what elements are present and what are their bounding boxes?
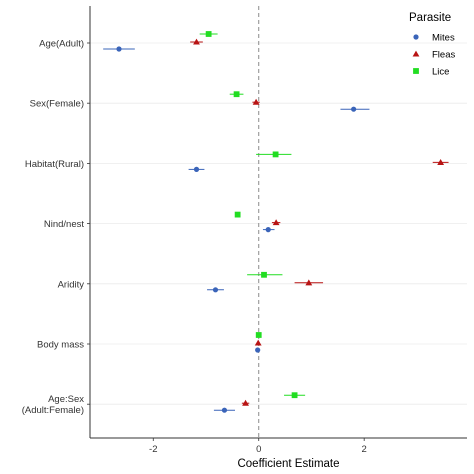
- data-point: [233, 91, 240, 98]
- category-label: Aridity: [58, 279, 85, 290]
- data-point: [437, 159, 445, 165]
- legend-key: [412, 50, 420, 57]
- data-point: [255, 332, 262, 338]
- category-label: Sex(Female): [30, 99, 84, 110]
- legend-label: Lice: [432, 67, 449, 78]
- data-point: [291, 392, 298, 399]
- data-point: [265, 227, 271, 233]
- category-label: Body mass: [37, 340, 84, 351]
- gridlines: [90, 42, 467, 405]
- data-point: [193, 166, 200, 172]
- data-point: [254, 339, 262, 346]
- data-point: [116, 46, 122, 52]
- data-point: [252, 98, 260, 105]
- category-label: Age:Sex (Adult:Female): [22, 394, 85, 416]
- legend-label: Mites: [432, 33, 455, 44]
- data-point: [212, 287, 219, 293]
- category-label: Habitat(Rural): [25, 159, 84, 170]
- category-label: Nind/nest: [44, 219, 84, 230]
- data-point: [205, 31, 212, 37]
- data-marks: [103, 31, 449, 413]
- legend-key: [413, 68, 419, 74]
- data-point: [234, 211, 241, 218]
- data-point: [255, 347, 261, 353]
- data-point: [272, 219, 280, 226]
- x-tick-label: 0: [256, 444, 261, 455]
- data-point: [305, 279, 313, 286]
- x-tick-labels: -2 0 2: [149, 444, 367, 455]
- x-tick-label: 2: [362, 444, 367, 455]
- legend-key: [413, 34, 419, 40]
- data-point: [221, 407, 228, 413]
- legend-label: Fleas: [432, 50, 455, 61]
- data-point: [261, 271, 267, 278]
- data-point: [242, 399, 249, 406]
- y-tick-labels: Age(Adult) Sex(Female) Habitat(Rural) Nind/…: [22, 39, 85, 417]
- category-label: Age(Adult): [39, 39, 84, 50]
- x-tick-label: -2: [149, 444, 157, 455]
- axes: [87, 6, 467, 441]
- data-point: [272, 151, 279, 158]
- data-point: [351, 106, 357, 112]
- data-point: [193, 38, 200, 45]
- legend-title: Parasite: [409, 12, 451, 24]
- x-axis-title: Coefficient Estimate: [237, 458, 339, 470]
- legend: Parasite Mites Fleas Lice: [409, 12, 455, 78]
